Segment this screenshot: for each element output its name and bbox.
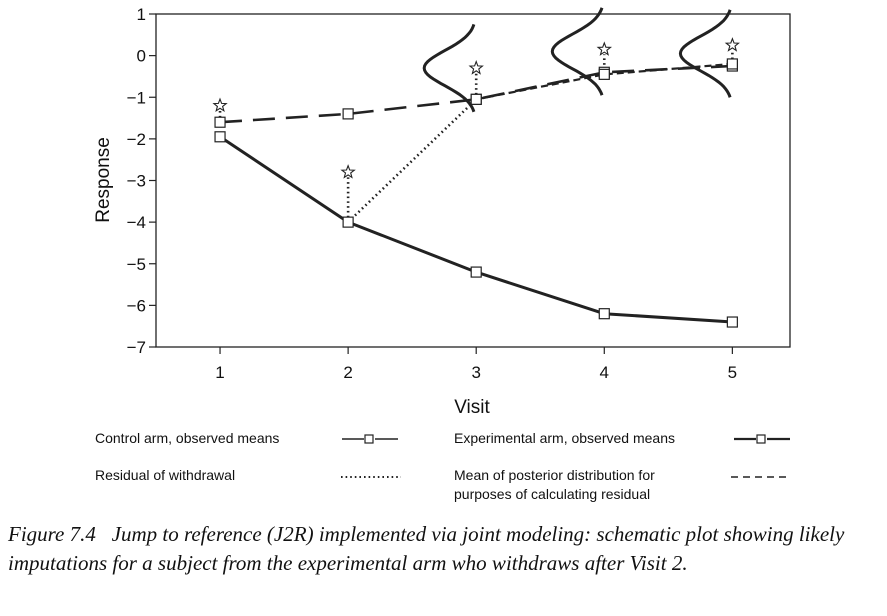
chart: 1 0 −1 −2 −3 −4 −5 −6 −7 1 2 3 4 5 Response Visit [93, 5, 791, 418]
posterior-density-curve [550, 7, 604, 96]
legend-residual-swatch [341, 476, 401, 478]
figure-caption: Figure 7.4 Jump to reference (J2R) imple… [8, 520, 886, 578]
data-point-marker [342, 108, 354, 120]
legend-experimental-label: Experimental arm, observed means [454, 430, 675, 446]
y-axis-label: Response [93, 137, 114, 223]
data-point-marker [598, 308, 610, 320]
imputation-star [468, 60, 484, 75]
data-point-marker [598, 68, 610, 80]
imputation-star [340, 164, 356, 179]
legend-posterior-label-line2: purposes of calculating residual [454, 486, 651, 502]
imputation-star [724, 37, 740, 52]
data-point-marker [726, 58, 738, 70]
legend-control-label: Control arm, observed means [95, 430, 280, 446]
y-tick-label: −3 [127, 172, 146, 191]
caption-text: Jump to reference (J2R) implemented via … [8, 522, 845, 575]
x-tick-label: 5 [728, 363, 737, 382]
series-line [219, 64, 733, 124]
legend-posterior-swatch [731, 476, 791, 478]
data-point-marker [470, 266, 482, 278]
data-point-marker [214, 116, 226, 128]
posterior-density-curve [422, 23, 476, 113]
y-tick-label: −2 [127, 130, 146, 149]
x-axis-label: Visit [454, 397, 490, 418]
data-point-marker [470, 93, 482, 105]
data-point-marker [214, 131, 226, 143]
x-tick-label: 1 [215, 363, 224, 382]
y-tick-label: −7 [127, 338, 146, 357]
series-line [347, 98, 478, 224]
plot-frame [155, 13, 791, 348]
x-tick-label: 4 [600, 363, 609, 382]
legend-posterior-label-line1: Mean of posterior distribution for [454, 467, 655, 483]
caption-label: Figure 7.4 [8, 522, 96, 546]
y-tick-label: −4 [127, 213, 146, 232]
imputation-star [212, 97, 228, 113]
y-tick-label: −1 [127, 88, 146, 107]
x-tick-label: 3 [471, 363, 480, 382]
y-tick-label: −5 [127, 255, 146, 274]
marks [212, 7, 740, 328]
data-point-marker [342, 216, 354, 228]
y-tick-label: −6 [127, 296, 146, 315]
data-point-marker [726, 316, 738, 328]
legend-residual-label: Residual of withdrawal [95, 467, 236, 483]
x-tick-label: 2 [343, 363, 352, 382]
series-line [219, 135, 733, 324]
legend-experimental-swatch [734, 434, 790, 444]
posterior-density-curve [678, 9, 732, 98]
axes: 1 0 −1 −2 −3 −4 −5 −6 −7 1 2 3 4 5 [127, 5, 737, 382]
legend-control-swatch [342, 434, 398, 444]
y-tick-label: 0 [137, 47, 146, 66]
imputation-star [596, 41, 613, 56]
y-tick-label: 1 [137, 5, 146, 24]
